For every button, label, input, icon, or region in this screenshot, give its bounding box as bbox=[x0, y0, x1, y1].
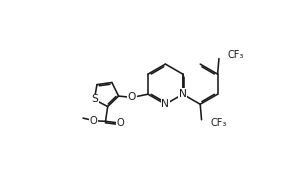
Text: CF₃: CF₃ bbox=[228, 50, 244, 60]
Text: CF₃: CF₃ bbox=[210, 118, 226, 128]
Text: N: N bbox=[179, 89, 187, 99]
Text: O: O bbox=[128, 92, 136, 102]
Text: O: O bbox=[117, 118, 125, 128]
Text: O: O bbox=[89, 116, 97, 126]
Text: N: N bbox=[162, 99, 169, 109]
Text: S: S bbox=[91, 95, 98, 104]
